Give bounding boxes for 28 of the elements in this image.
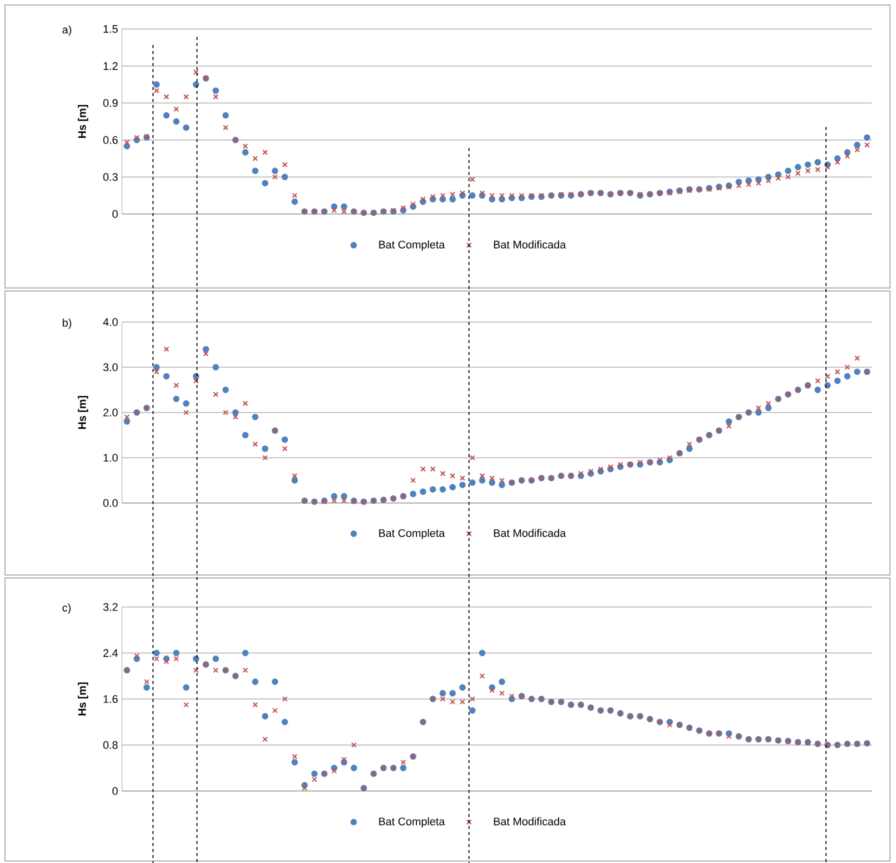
y-tick-label: 2.4: [103, 649, 118, 657]
y-tick-label: 0.8: [103, 741, 118, 749]
y-tick-label: 0.6: [103, 136, 118, 144]
legend-label: Bat Completa: [379, 817, 445, 828]
y-tick-label: 3.0: [103, 363, 118, 372]
y-axis-title: Hs [m]: [78, 105, 88, 138]
y-tick-label: 0.3: [103, 173, 118, 181]
chart-title: a): [62, 25, 72, 36]
legend-label: Bat Modificada: [494, 240, 566, 248]
y-tick-label: 4.0: [103, 318, 118, 326]
y-tick-label: 0.0: [103, 499, 118, 507]
y-tick-label: 1.5: [104, 25, 118, 33]
legend-label: Bat Modificada: [494, 528, 566, 537]
legend-label: Bat Completa: [379, 240, 445, 251]
chart-title: b): [62, 318, 72, 329]
y-tick-label: 0.9: [103, 99, 118, 107]
y-tick-label: 0: [112, 210, 118, 218]
legend-label: Bat Modificada: [494, 817, 566, 826]
legend-label: Bat Completa: [379, 528, 445, 540]
y-tick-label: 3.2: [103, 603, 118, 611]
y-axis-title: Hs [m]: [78, 682, 88, 716]
y-tick-label: 1.2: [104, 62, 118, 70]
y-axis-title: Hs [m]: [78, 396, 88, 429]
y-tick-label: 1.6: [104, 695, 118, 703]
y-tick-label: 0: [112, 787, 118, 795]
y-tick-label: 2.0: [103, 408, 118, 416]
chart-title: c): [62, 604, 71, 614]
y-tick-label: 1.0: [104, 454, 118, 462]
